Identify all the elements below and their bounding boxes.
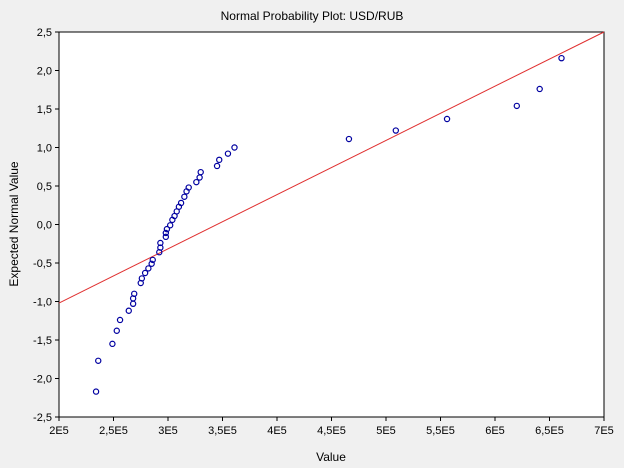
reference-line [58, 31, 605, 304]
data-point [166, 222, 174, 229]
data-point [224, 150, 232, 157]
x-tick-label: 5E5 [376, 425, 396, 437]
data-point [197, 168, 204, 176]
y-tick-label: -2,5 [33, 412, 52, 424]
x-tick-label: 5,5E5 [426, 425, 455, 437]
plot-area [58, 31, 605, 418]
data-point [145, 265, 152, 272]
x-tick-label: 4,5E5 [317, 425, 346, 437]
data-point [443, 115, 451, 123]
data-point [149, 256, 156, 264]
x-tick-label: 6E5 [485, 425, 505, 437]
data-point [345, 135, 353, 143]
data-point [185, 184, 192, 191]
data-point [163, 225, 171, 233]
data-point [109, 340, 116, 348]
data-points [92, 54, 565, 395]
data-point [558, 54, 565, 62]
chart-title: Normal Probability Plot: USD/RUB [221, 9, 404, 23]
x-tick-label: 4E5 [267, 425, 287, 437]
x-tick-label: 2,5E5 [99, 425, 128, 437]
x-tick-label: 7E5 [594, 425, 614, 437]
data-point [92, 388, 100, 395]
data-point [177, 199, 185, 207]
y-tick-label: 2,5 [37, 27, 52, 39]
y-tick-label: 0,0 [37, 220, 52, 232]
x-axis-title: Value [316, 450, 346, 464]
x-tick-label: 3E5 [158, 425, 178, 437]
data-point [116, 316, 124, 324]
data-point [125, 307, 132, 314]
y-tick-label: 1,0 [37, 143, 52, 155]
data-point [95, 357, 102, 364]
y-tick-label: 1,5 [37, 104, 52, 116]
data-point [213, 162, 221, 170]
x-tick-label: 2E5 [49, 425, 69, 437]
y-tick-label: 2,0 [37, 66, 52, 78]
data-point [216, 156, 223, 164]
data-point [162, 233, 170, 241]
x-axis: 2E5 2,5E5 3E5 3,5E5 4E5 4,5E5 5E5 5,5E5 6E5 6,5E5… [49, 417, 614, 437]
data-point [148, 260, 155, 267]
data-point [513, 102, 521, 110]
y-tick-label: -1,5 [33, 335, 52, 347]
data-point [157, 239, 164, 247]
x-tick-label: 6,5E5 [535, 425, 564, 437]
data-point [193, 178, 200, 186]
y-tick-label: -0,5 [33, 258, 52, 270]
data-point [162, 229, 170, 237]
reference-line-group [58, 31, 605, 304]
data-point [113, 327, 120, 334]
data-point [536, 85, 543, 93]
y-axis: -2,5 -2,0 -1,5 -1,0 -0,5 0,0 0,5 1,0 1,5 2,0 2,5 [33, 27, 59, 424]
x-tick-label: 3,5E5 [208, 425, 237, 437]
data-point [131, 290, 138, 297]
y-axis-title: Expected Normal Value [7, 161, 21, 287]
data-point [138, 275, 146, 282]
data-point [141, 269, 149, 277]
y-tick-label: -1,0 [33, 297, 52, 309]
y-tick-label: -2,0 [33, 374, 52, 386]
data-point [392, 127, 400, 134]
data-point [181, 193, 188, 200]
y-tick-label: 0,5 [37, 181, 52, 193]
data-point [231, 144, 238, 151]
